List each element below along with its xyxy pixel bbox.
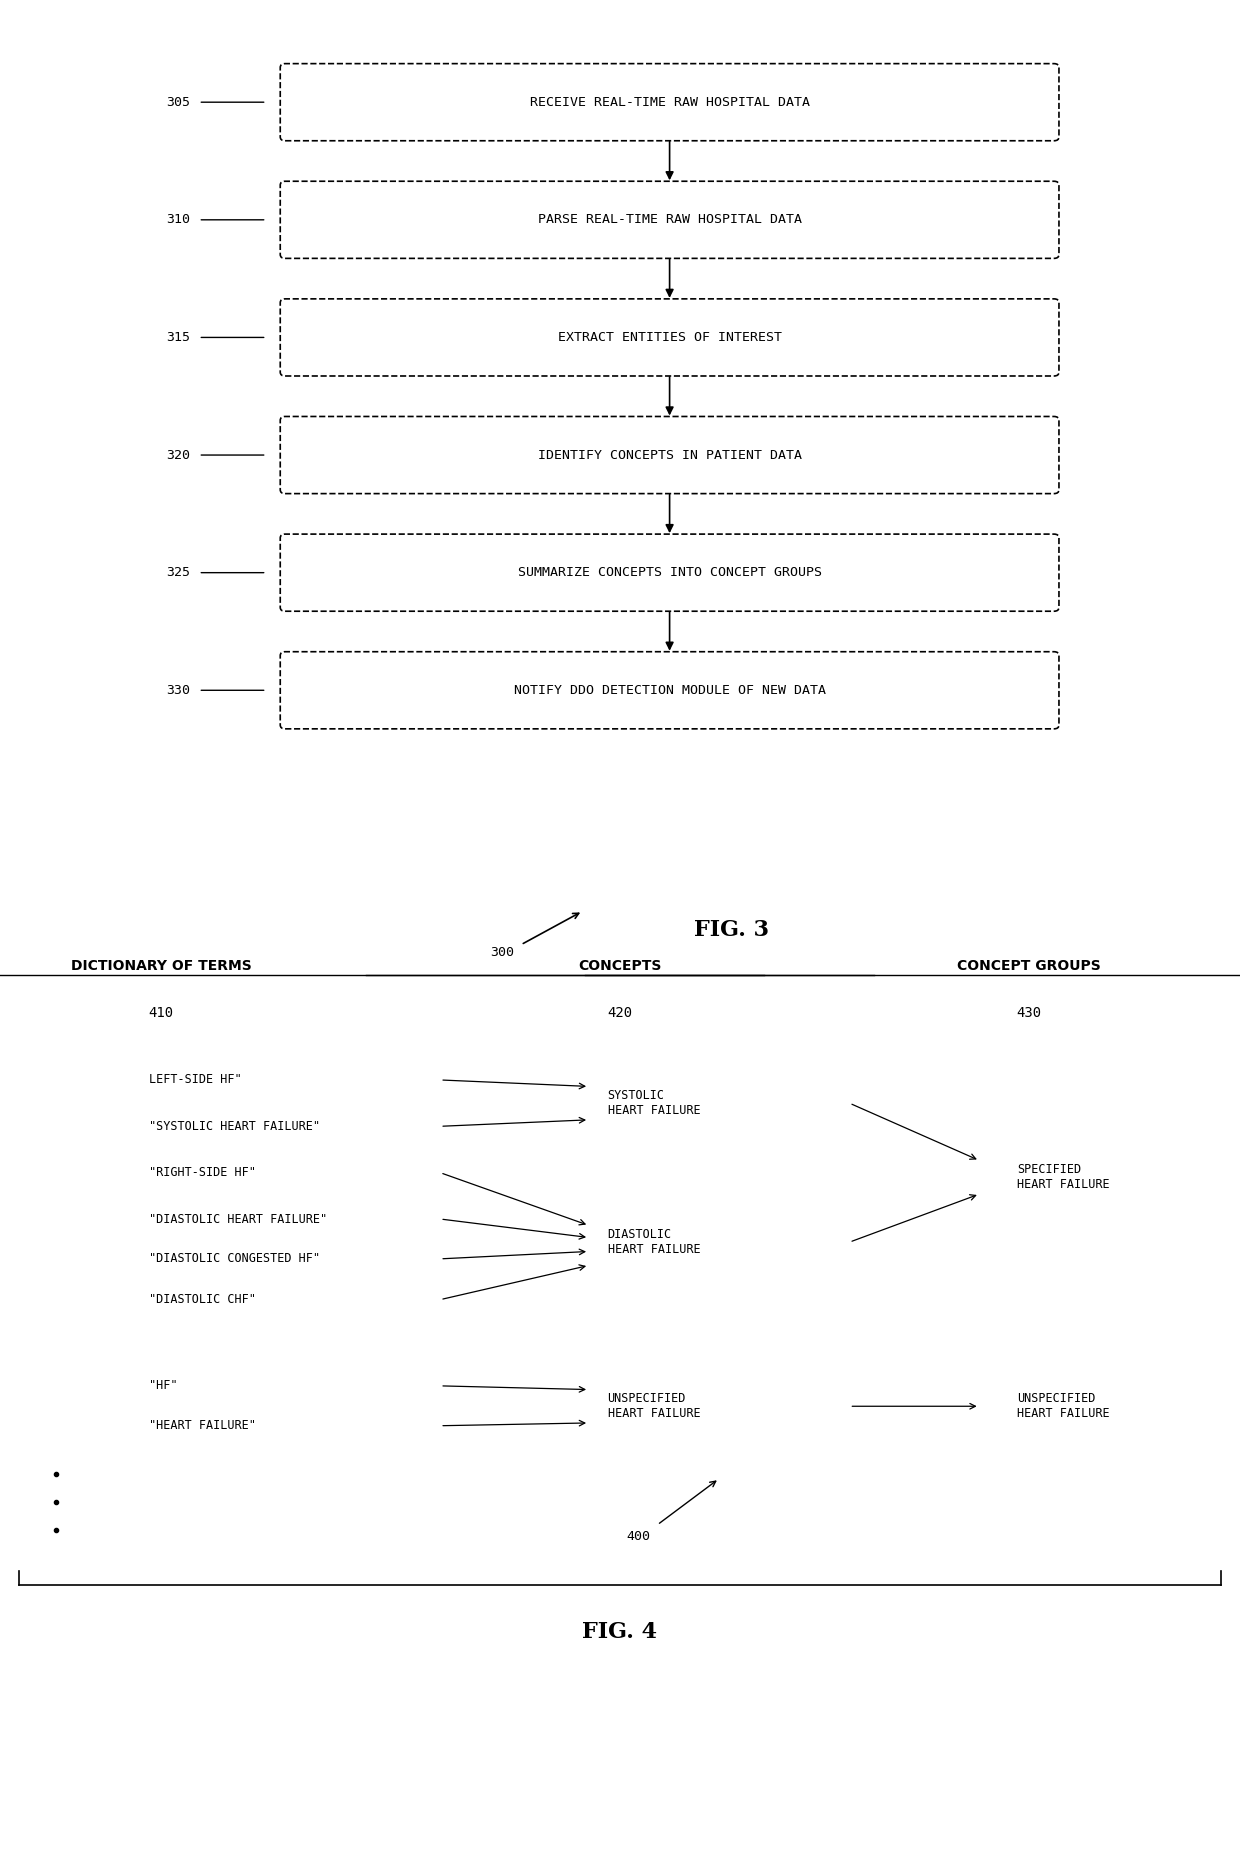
- Text: "RIGHT-SIDE HF": "RIGHT-SIDE HF": [149, 1166, 255, 1179]
- Text: "HF": "HF": [149, 1379, 177, 1392]
- Text: RECEIVE REAL-TIME RAW HOSPITAL DATA: RECEIVE REAL-TIME RAW HOSPITAL DATA: [529, 96, 810, 109]
- FancyBboxPatch shape: [280, 417, 1059, 493]
- Text: 320: 320: [166, 449, 190, 462]
- FancyBboxPatch shape: [280, 63, 1059, 141]
- Text: CONCEPTS: CONCEPTS: [578, 959, 662, 973]
- Text: "SYSTOLIC HEART FAILURE": "SYSTOLIC HEART FAILURE": [149, 1120, 320, 1133]
- Text: 420: 420: [608, 1005, 632, 1020]
- Text: DIASTOLIC
HEART FAILURE: DIASTOLIC HEART FAILURE: [608, 1227, 701, 1257]
- Text: SYSTOLIC
HEART FAILURE: SYSTOLIC HEART FAILURE: [608, 1088, 701, 1118]
- Text: 410: 410: [149, 1005, 174, 1020]
- Text: 400: 400: [626, 1530, 651, 1544]
- Text: "DIASTOLIC CONGESTED HF": "DIASTOLIC CONGESTED HF": [149, 1251, 320, 1266]
- FancyBboxPatch shape: [280, 653, 1059, 729]
- Text: IDENTIFY CONCEPTS IN PATIENT DATA: IDENTIFY CONCEPTS IN PATIENT DATA: [538, 449, 801, 462]
- Text: FIG. 4: FIG. 4: [583, 1620, 657, 1643]
- Text: DICTIONARY OF TERMS: DICTIONARY OF TERMS: [71, 959, 252, 973]
- Text: 300: 300: [490, 946, 515, 959]
- Text: 430: 430: [1017, 1005, 1042, 1020]
- Text: LEFT-SIDE HF": LEFT-SIDE HF": [149, 1073, 242, 1086]
- Text: NOTIFY DDO DETECTION MODULE OF NEW DATA: NOTIFY DDO DETECTION MODULE OF NEW DATA: [513, 684, 826, 697]
- Text: 305: 305: [166, 96, 190, 109]
- Text: CONCEPT GROUPS: CONCEPT GROUPS: [957, 959, 1101, 973]
- FancyBboxPatch shape: [280, 182, 1059, 258]
- Text: 310: 310: [166, 213, 190, 226]
- Text: FIG. 3: FIG. 3: [694, 920, 769, 942]
- Text: 325: 325: [166, 565, 190, 578]
- Text: SUMMARIZE CONCEPTS INTO CONCEPT GROUPS: SUMMARIZE CONCEPTS INTO CONCEPT GROUPS: [517, 565, 822, 578]
- FancyBboxPatch shape: [280, 298, 1059, 376]
- FancyBboxPatch shape: [280, 534, 1059, 612]
- Text: SPECIFIED
HEART FAILURE: SPECIFIED HEART FAILURE: [1017, 1162, 1110, 1192]
- Text: PARSE REAL-TIME RAW HOSPITAL DATA: PARSE REAL-TIME RAW HOSPITAL DATA: [538, 213, 801, 226]
- Text: "DIASTOLIC CHF": "DIASTOLIC CHF": [149, 1292, 255, 1307]
- Text: "HEART FAILURE": "HEART FAILURE": [149, 1418, 255, 1433]
- Text: UNSPECIFIED
HEART FAILURE: UNSPECIFIED HEART FAILURE: [608, 1392, 701, 1420]
- Text: UNSPECIFIED
HEART FAILURE: UNSPECIFIED HEART FAILURE: [1017, 1392, 1110, 1420]
- Text: "DIASTOLIC HEART FAILURE": "DIASTOLIC HEART FAILURE": [149, 1213, 327, 1225]
- Text: 330: 330: [166, 684, 190, 697]
- Text: 315: 315: [166, 330, 190, 345]
- Text: EXTRACT ENTITIES OF INTEREST: EXTRACT ENTITIES OF INTEREST: [558, 330, 781, 345]
